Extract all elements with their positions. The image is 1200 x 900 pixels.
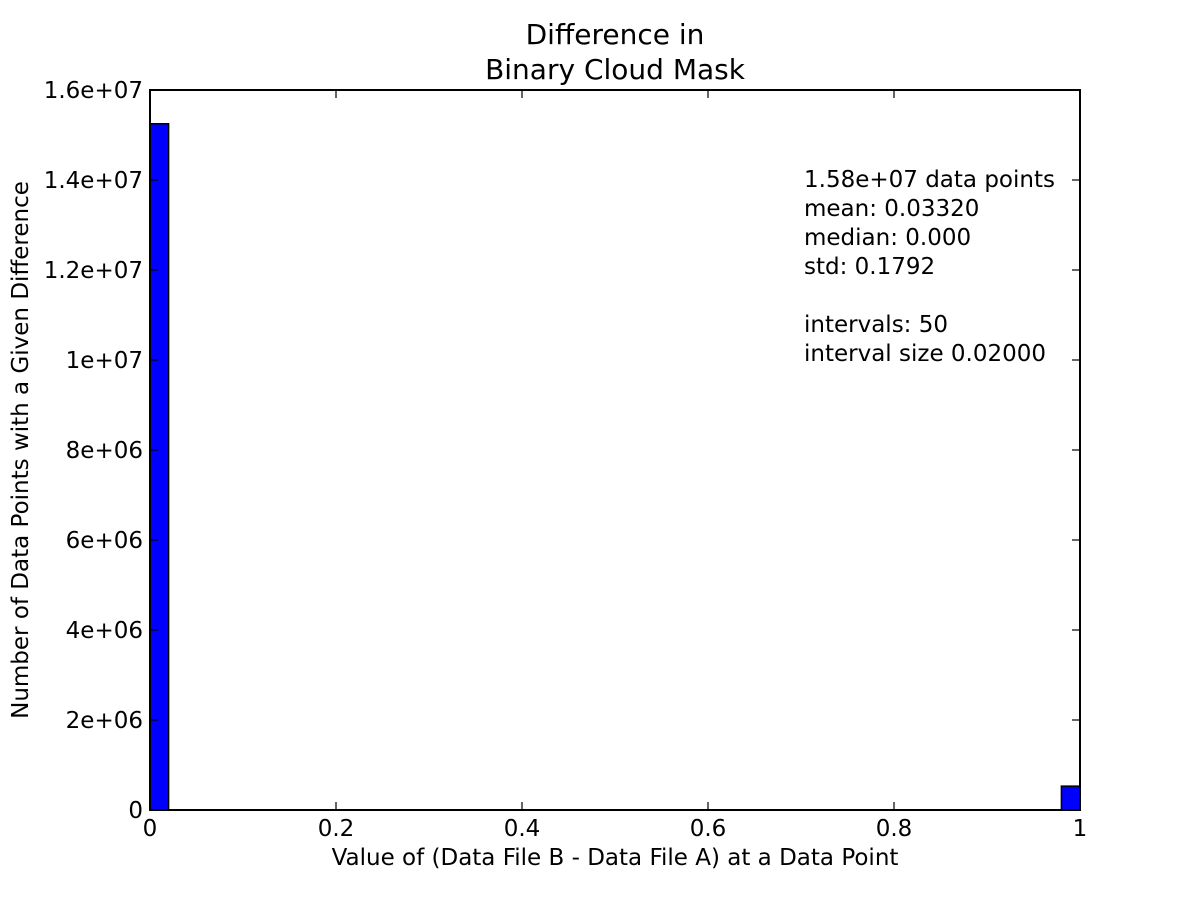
y-tick-label: 1.6e+07 (44, 78, 143, 104)
x-tick-label: 0.6 (690, 816, 727, 842)
chart-title-line-1: Difference in (526, 18, 705, 51)
stats-annotation-line: intervals: 50 (804, 312, 948, 338)
y-tick-label: 8e+06 (66, 438, 143, 464)
y-axis-ticks: 0 2e+06 4e+06 6e+06 8e+06 1e+07 1.2e+07 1.4e+07… (44, 78, 1080, 824)
histogram-bar (149, 123, 170, 811)
y-tick-label: 0 (128, 798, 143, 824)
stats-annotation-line: mean: 0.03320 (804, 196, 979, 222)
x-tick-label: 0.8 (876, 816, 913, 842)
x-tick-label: 0 (143, 816, 158, 842)
stats-annotation-line: 1.58e+07 data points (804, 167, 1055, 193)
y-tick-label: 1.2e+07 (44, 258, 143, 284)
chart-title: Difference in Binary Cloud Mask (485, 18, 746, 86)
x-tick-label: 1 (1073, 816, 1088, 842)
y-tick-label: 2e+06 (66, 708, 143, 734)
y-tick-label: 1e+07 (66, 348, 143, 374)
stats-annotation-line: median: 0.000 (804, 225, 971, 251)
y-axis-label: Number of Data Points with a Given Diffe… (8, 181, 34, 719)
x-tick-label: 0.4 (504, 816, 541, 842)
stats-annotation-line: std: 0.1792 (804, 254, 935, 280)
y-tick-label: 4e+06 (66, 618, 143, 644)
x-tick-label: 0.2 (318, 816, 355, 842)
y-tick-label: 6e+06 (66, 528, 143, 554)
plot-frame (149, 89, 1081, 811)
histogram-bar (1060, 785, 1081, 811)
y-tick-label: 1.4e+07 (44, 168, 143, 194)
x-axis-label: Value of (Data File B - Data File A) at … (332, 845, 899, 871)
chart-title-line-2: Binary Cloud Mask (485, 53, 746, 86)
stats-annotation: 1.58e+07 data points mean: 0.03320 median:… (804, 167, 1055, 367)
stats-annotation-line: interval size 0.02000 (804, 341, 1046, 367)
